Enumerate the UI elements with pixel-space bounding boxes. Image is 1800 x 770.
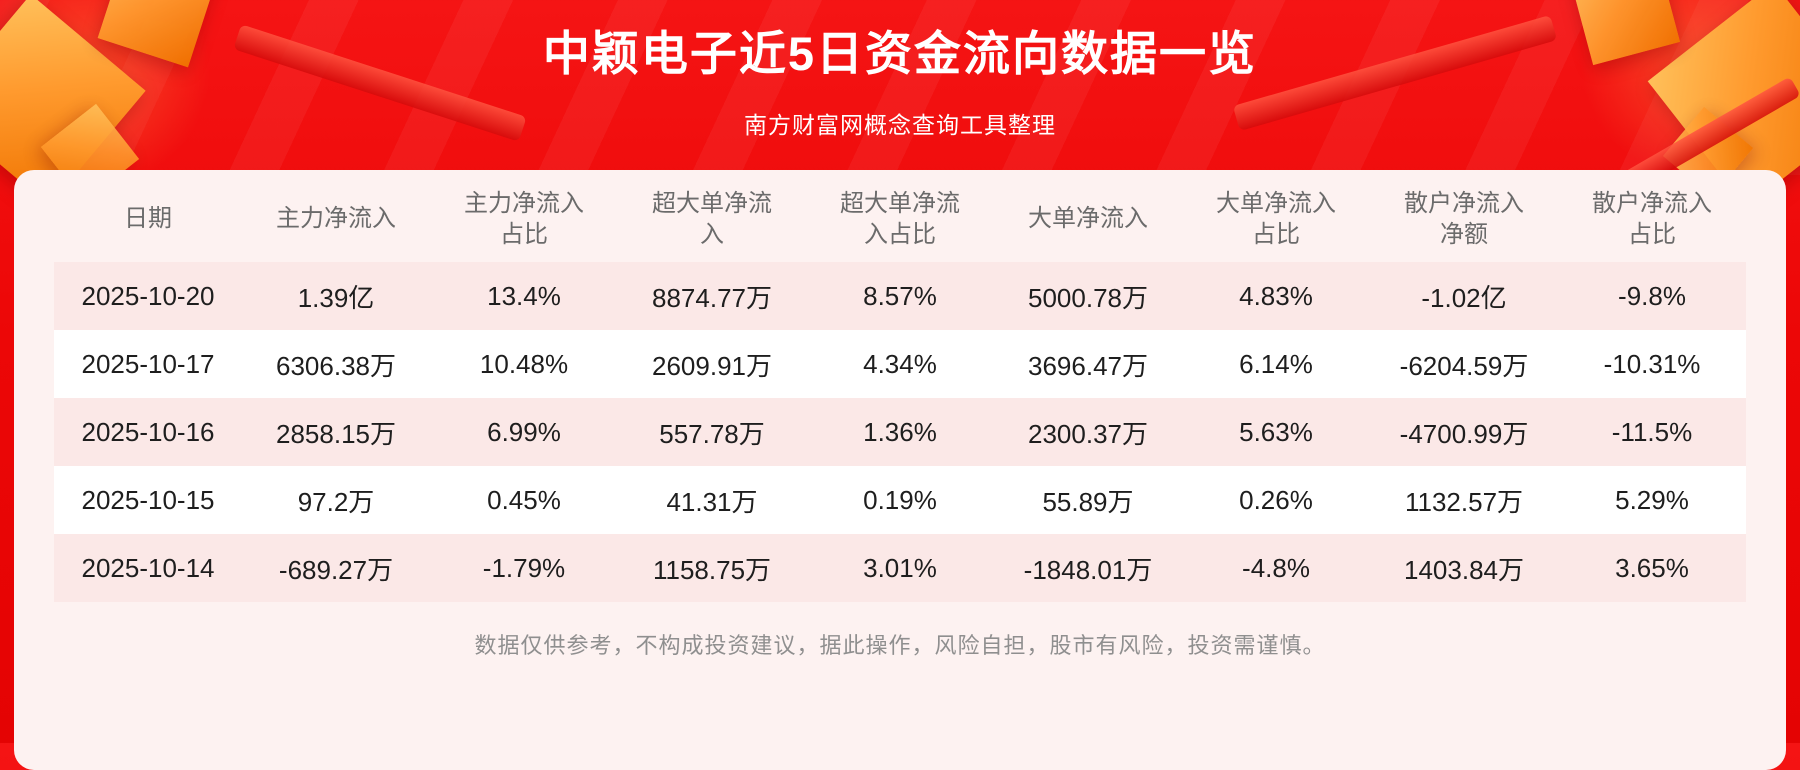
value-cell: 3696.47万 <box>1028 350 1148 381</box>
value-cell: -11.5% <box>1611 416 1693 447</box>
value-cell: 6.14% <box>1239 348 1313 379</box>
value-cell: -4.8% <box>1242 552 1310 583</box>
column-header: 超大单净流 入 <box>652 189 772 248</box>
value-cell: 8.57% <box>863 280 937 311</box>
table-body: 2025-10-20 1.39亿 13.4% 8874.77万 8.57% 5000.78… <box>54 262 1746 602</box>
value-cell: -9.8% <box>1618 280 1686 311</box>
column-header: 大单净流入 占比 <box>1216 189 1336 248</box>
page-title: 中颖电子近5日资金流向数据一览 <box>542 27 1258 80</box>
value-cell: 6.99% <box>487 416 561 447</box>
value-cell: 41.31万 <box>666 486 758 517</box>
value-cell: -1.79% <box>482 552 566 583</box>
value-cell: 0.19% <box>863 484 937 515</box>
value-cell: 3.01% <box>863 552 937 583</box>
table-row: 2025-10-17 6306.38万 10.48% 2609.91万 4.34% 369… <box>54 330 1746 398</box>
date-cell: 2025-10-16 <box>81 416 215 447</box>
table-row: 2025-10-20 1.39亿 13.4% 8874.77万 8.57% 5000.78… <box>54 262 1746 330</box>
column-header: 日期 <box>124 205 172 233</box>
column-header: 散户净流入 占比 <box>1592 189 1712 248</box>
date-cell: 2025-10-15 <box>81 484 215 515</box>
value-cell: 5.29% <box>1615 484 1689 515</box>
column-header: 主力净流入 占比 <box>464 189 584 248</box>
value-cell: 3.65% <box>1615 552 1689 583</box>
value-cell: 55.89万 <box>1042 486 1134 517</box>
value-cell: 4.83% <box>1239 280 1313 311</box>
value-cell: 8874.77万 <box>652 282 772 313</box>
value-cell: 0.26% <box>1239 484 1313 515</box>
table-header-row: 日期 主力净流入 主力净流入 占比 超大单净流 入 超大单净流 入占比 大单净流入 大单净流… <box>54 176 1746 262</box>
value-cell: 2300.37万 <box>1028 418 1148 449</box>
page-subtitle: 南方财富网概念查询工具整理 <box>744 112 1056 138</box>
disclaimer-text: 数据仅供参考，不构成投资建议，据此操作，风险自担，股市有风险，投资需谨慎。 <box>474 633 1326 658</box>
value-cell: -10.31% <box>1603 348 1701 379</box>
value-cell: -4700.99万 <box>1399 418 1529 449</box>
column-header: 大单净流入 <box>1028 205 1148 233</box>
value-cell: -1848.01万 <box>1023 554 1153 585</box>
value-cell: -689.27万 <box>278 554 394 585</box>
value-cell: 97.2万 <box>297 486 375 517</box>
value-cell: -1.02亿 <box>1421 282 1507 313</box>
value-cell: 1132.57万 <box>1404 486 1524 517</box>
value-cell: 1158.75万 <box>652 554 772 585</box>
date-cell: 2025-10-14 <box>81 552 215 583</box>
column-header: 主力净流入 <box>276 205 396 233</box>
value-cell: 4.34% <box>863 348 937 379</box>
date-cell: 2025-10-17 <box>81 348 215 379</box>
value-cell: 5000.78万 <box>1028 282 1148 313</box>
value-cell: 1.39亿 <box>297 282 375 313</box>
value-cell: 2609.91万 <box>652 350 772 381</box>
value-cell: 1.36% <box>863 416 937 447</box>
table-row: 2025-10-16 2858.15万 6.99% 557.78万 1.36% 2300.… <box>54 398 1746 466</box>
value-cell: 10.48% <box>479 348 569 379</box>
value-cell: 1403.84万 <box>1404 554 1524 585</box>
table-header: 日期 主力净流入 主力净流入 占比 超大单净流 入 超大单净流 入占比 大单净流入 大单净流… <box>54 176 1746 262</box>
column-header: 超大单净流 入占比 <box>840 189 960 248</box>
banner: 中颖电子近5日资金流向数据一览 南方财富网概念查询工具整理 <box>0 0 1800 140</box>
value-cell: 0.45% <box>487 484 561 515</box>
value-cell: 2858.15万 <box>276 418 396 449</box>
table-row: 2025-10-15 97.2万 0.45% 41.31万 0.19% 55.89万 0.2… <box>54 466 1746 534</box>
value-cell: 13.4% <box>487 280 561 311</box>
fund-flow-card: 南方财富网 southmoney.com 日期 主力净流入 主力净流入 占比 超大单净… <box>14 170 1786 770</box>
fund-flow-table: 日期 主力净流入 主力净流入 占比 超大单净流 入 超大单净流 入占比 大单净流入 大单净流… <box>54 176 1746 602</box>
value-cell: 557.78万 <box>659 418 765 449</box>
value-cell: -6204.59万 <box>1399 350 1529 381</box>
date-cell: 2025-10-20 <box>81 280 215 311</box>
table-row: 2025-10-14 -689.27万 -1.79% 1158.75万 3.01% -18… <box>54 534 1746 602</box>
value-cell: 6306.38万 <box>276 350 396 381</box>
column-header: 散户净流入 净额 <box>1404 189 1524 248</box>
value-cell: 5.63% <box>1239 416 1313 447</box>
